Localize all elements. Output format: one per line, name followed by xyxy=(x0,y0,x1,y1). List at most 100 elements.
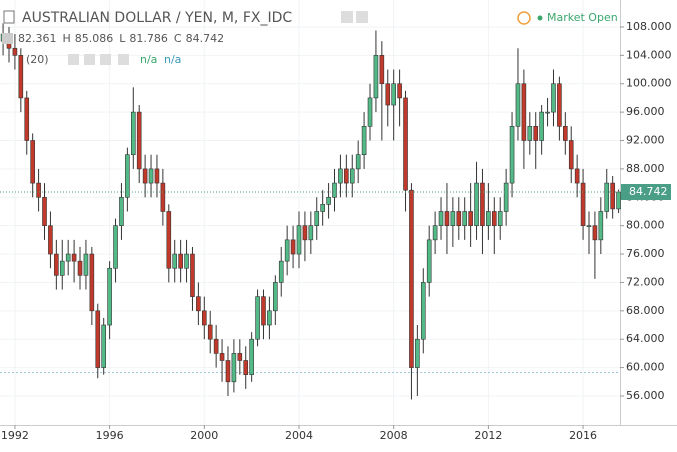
y-tick-label: 64.000 xyxy=(626,332,665,345)
candle-body xyxy=(480,182,485,226)
y-tick-label: 96.000 xyxy=(626,105,665,118)
ohlc-legend: 82.361 H 85.086 L 81.786 C 84.742 xyxy=(18,32,224,45)
candle-body xyxy=(403,97,408,191)
plot-area: 56.000 60.000 64.000 68.000 72.000 76.000 80.0… xyxy=(0,0,672,442)
ohlc-value: 84.742 xyxy=(186,32,225,45)
candle-body xyxy=(415,338,420,368)
indicator-icon[interactable] xyxy=(100,54,111,65)
settings-icon[interactable] xyxy=(341,11,353,23)
candle-body xyxy=(36,182,41,198)
candle-body xyxy=(474,182,479,226)
candle-body xyxy=(302,225,308,241)
candle-body xyxy=(616,191,621,210)
x-tick-label: 2000 xyxy=(190,429,218,442)
candle-body xyxy=(574,168,580,184)
x-tick-label: 2016 xyxy=(569,429,597,442)
candle-body xyxy=(409,189,414,368)
indicator-params: (20) xyxy=(26,53,49,66)
ohlc-value: 85.086 xyxy=(75,32,114,45)
candle-body xyxy=(349,168,355,184)
y-tick-label: 100.000 xyxy=(626,77,672,90)
y-tick-label: 80.000 xyxy=(626,219,665,232)
candle-body xyxy=(527,126,533,141)
clock-icon xyxy=(517,11,531,25)
candle-body xyxy=(24,97,30,141)
candle-body xyxy=(243,360,249,375)
candle-body xyxy=(610,182,615,210)
ohlc-label: L xyxy=(119,32,126,45)
candle-body xyxy=(219,353,225,361)
candle-body xyxy=(65,253,71,262)
candle-body xyxy=(450,211,456,226)
candle-body xyxy=(196,296,201,312)
x-tick-label: 2004 xyxy=(285,429,313,442)
indicator-value: n/a xyxy=(164,53,181,66)
indicator-icon[interactable] xyxy=(118,54,129,65)
candle-body xyxy=(509,126,515,184)
candle-body xyxy=(172,253,178,269)
indicator-icon[interactable] xyxy=(68,54,79,65)
candle-body xyxy=(83,253,89,276)
candle-body xyxy=(71,253,77,262)
candle-body xyxy=(314,211,320,226)
y-tick-label: 76.000 xyxy=(626,247,665,260)
candle-body xyxy=(136,111,142,170)
candle-body xyxy=(338,168,343,184)
y-tick-label: 92.000 xyxy=(626,134,665,147)
candle-body xyxy=(515,83,521,127)
y-tick-label: 60.000 xyxy=(626,361,665,374)
candle-body xyxy=(545,111,550,114)
candle-body xyxy=(391,83,396,106)
candle-body xyxy=(551,83,556,113)
candle-body xyxy=(284,239,290,262)
candle-body xyxy=(586,225,592,227)
candle-body xyxy=(367,97,373,127)
candle-body xyxy=(237,353,243,361)
candle-body xyxy=(373,55,379,99)
indicator-value: n/a xyxy=(140,53,157,66)
candle-body xyxy=(444,211,450,226)
candle-body xyxy=(125,154,130,198)
candle-body xyxy=(385,83,391,106)
candle-body xyxy=(255,296,260,340)
candle-body xyxy=(420,282,426,340)
candle-body xyxy=(130,111,136,156)
y-tick-label: 88.000 xyxy=(626,162,665,175)
candle-body xyxy=(148,168,154,184)
indicator-icon[interactable] xyxy=(84,54,95,65)
candle-body xyxy=(18,55,24,99)
candle-body xyxy=(491,211,497,226)
candle-body xyxy=(166,211,172,269)
candle-body xyxy=(296,225,302,255)
y-tick-label: 56.000 xyxy=(626,389,665,402)
candle-body xyxy=(379,55,385,85)
candle-body xyxy=(261,296,266,326)
collapse-icon[interactable] xyxy=(3,10,15,24)
y-tick-label: 72.000 xyxy=(626,275,665,288)
candle-body xyxy=(361,126,367,156)
y-tick-label: 68.000 xyxy=(626,304,665,317)
candle-body xyxy=(344,168,349,184)
candle-body xyxy=(142,168,148,184)
ohlc-label: C xyxy=(174,32,182,45)
candle-body xyxy=(48,225,53,255)
candle-body xyxy=(592,225,598,241)
candle-body xyxy=(113,225,118,269)
close-icon[interactable] xyxy=(356,11,368,23)
candle-body xyxy=(468,211,473,226)
candle-body xyxy=(290,239,296,255)
candle-body xyxy=(568,140,574,170)
symbol-title: AUSTRALIAN DOLLAR / YEN, M, FX_IDC xyxy=(22,10,292,26)
candle-body xyxy=(267,310,272,326)
candle-body xyxy=(308,225,314,241)
candle-body xyxy=(154,168,160,184)
candle-body xyxy=(95,310,101,368)
candle-body xyxy=(59,260,65,276)
candle-body xyxy=(190,253,195,297)
candle-body xyxy=(207,324,213,340)
legend-icon xyxy=(2,33,13,44)
candle-body xyxy=(160,182,166,212)
y-tick-label: 104.000 xyxy=(626,48,672,61)
